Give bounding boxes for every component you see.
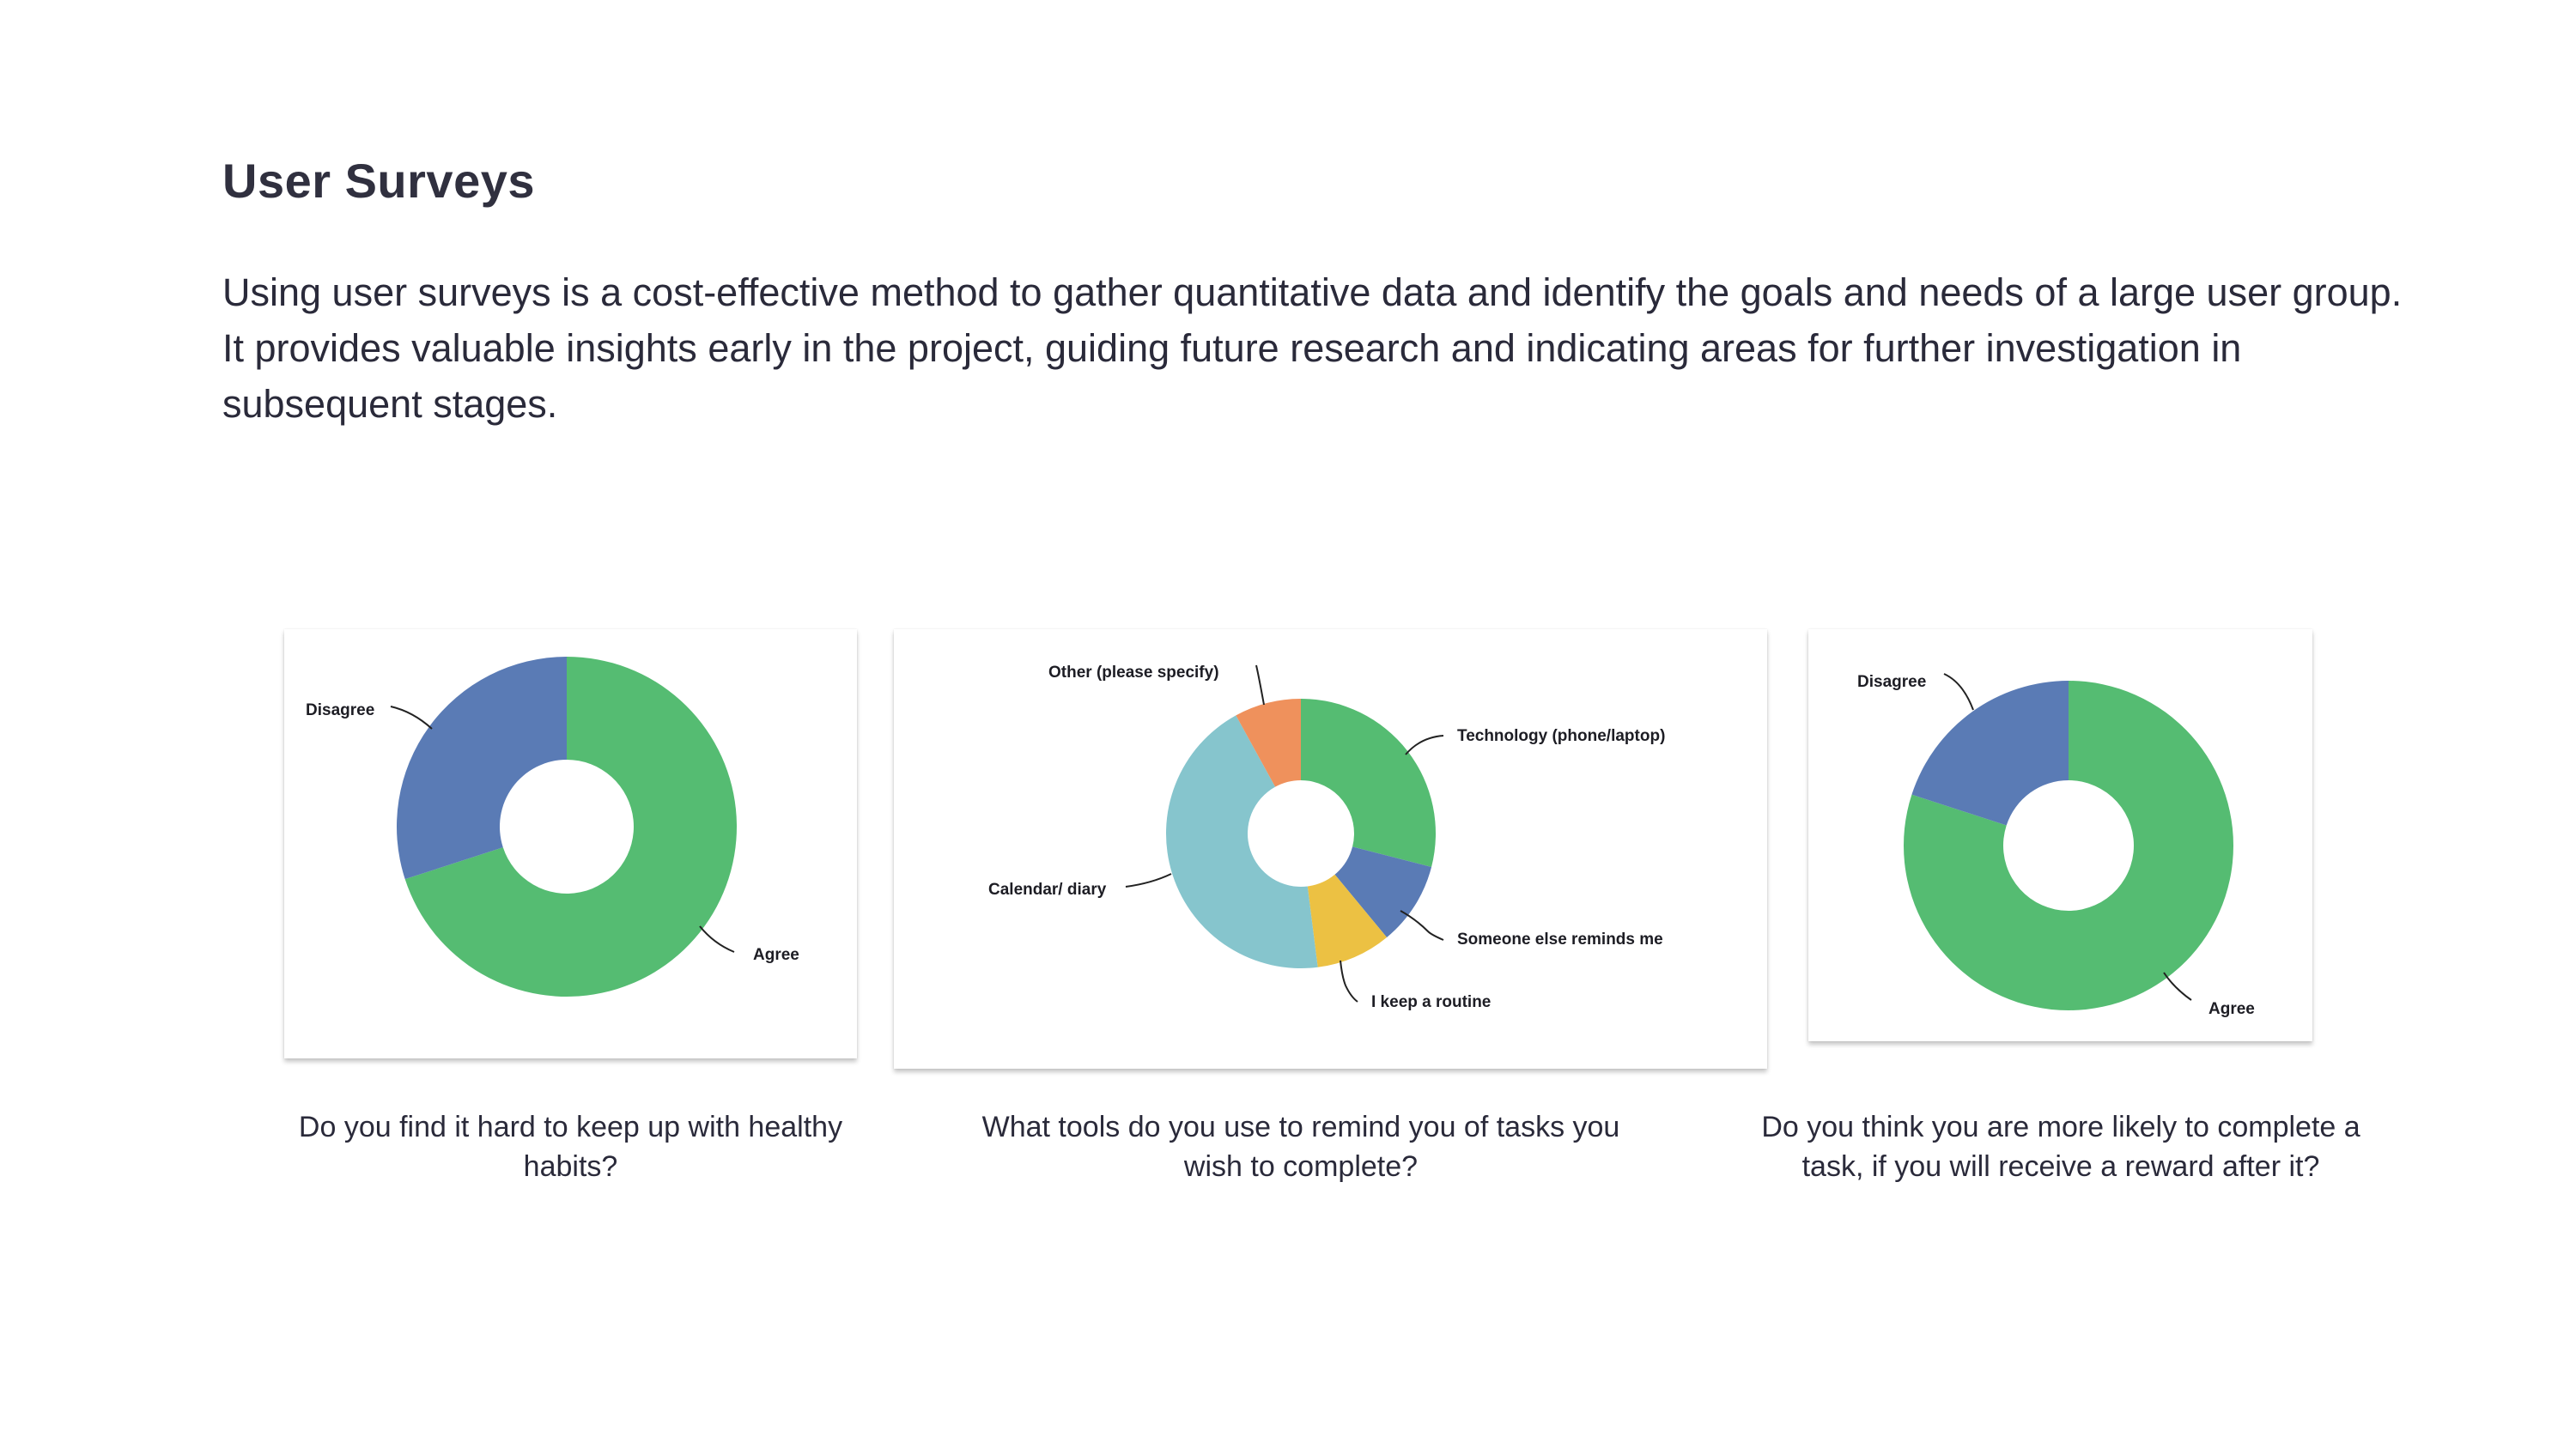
donut-slice-agree — [404, 657, 737, 997]
donut-slice-disagree — [397, 657, 567, 880]
donut-slices-reward — [1904, 681, 2233, 1010]
slice-label-other: Other (please specify) — [1048, 664, 1219, 682]
chart-card-reminder-tools: Other (please specify) Technology (phone… — [894, 629, 1767, 1069]
leader-line-technology — [1405, 735, 1444, 755]
leader-line-other — [1255, 664, 1265, 706]
leader-line-routine — [1340, 960, 1358, 1003]
chart-card-healthy-habits: Disagree Agree — [284, 629, 857, 1058]
slice-label-agree: Agree — [2208, 1000, 2255, 1018]
slice-label-disagree: Disagree — [306, 701, 374, 719]
donut-slice-agree — [1904, 681, 2233, 1010]
caption-reminder-tools: What tools do you use to remind you of t… — [981, 1111, 1620, 1183]
page-title: User Surveys — [222, 154, 536, 208]
leader-line-disagree — [1943, 673, 1974, 711]
donut-slices-healthy-habits — [397, 657, 737, 997]
donut-chart-healthy-habits: Disagree Agree — [306, 657, 799, 997]
leader-line-agree — [699, 925, 735, 953]
slice-label-agree: Agree — [753, 946, 799, 964]
donut-slices-reminder-tools — [1166, 699, 1436, 968]
leader-line-calendar — [1125, 873, 1172, 888]
caption-reward: Do you think you are more likely to comp… — [1761, 1111, 2360, 1183]
donut-slice-technology-phone-laptop — [1301, 699, 1436, 868]
leader-line-someone-else — [1400, 910, 1444, 941]
chart-card-reward: Disagree Agree — [1808, 629, 2312, 1041]
leader-line-agree — [2163, 972, 2192, 1001]
slice-label-technology: Technology (phone/laptop) — [1457, 727, 1665, 745]
intro-paragraph: Using user surveys is a cost-effective m… — [222, 270, 2403, 426]
donut-slice-disagree — [1911, 681, 2069, 826]
leader-line-disagree — [390, 706, 433, 730]
donut-slice-calendar-diary — [1166, 715, 1318, 968]
donut-slice-i-keep-a-routine — [1307, 874, 1388, 967]
slice-label-calendar: Calendar/ diary — [988, 881, 1107, 899]
donut-chart-reminder-tools: Other (please specify) Technology (phone… — [988, 664, 1665, 1011]
donut-slice-other-please-specify — [1236, 699, 1301, 787]
caption-healthy-habits: Do you find it hard to keep up with heal… — [298, 1111, 843, 1183]
donut-chart-reward: Disagree Agree — [1857, 673, 2255, 1018]
slice-label-routine: I keep a routine — [1371, 993, 1491, 1011]
slice-label-disagree: Disagree — [1857, 673, 1926, 691]
slice-label-someone-else: Someone else reminds me — [1457, 931, 1663, 949]
